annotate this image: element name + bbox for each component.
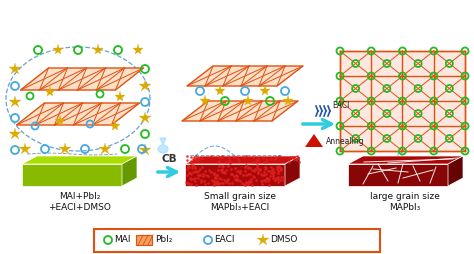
Polygon shape xyxy=(348,164,448,186)
Polygon shape xyxy=(182,101,298,121)
Polygon shape xyxy=(340,51,465,151)
Polygon shape xyxy=(17,103,139,125)
Text: Annealing: Annealing xyxy=(326,136,365,146)
Polygon shape xyxy=(185,164,285,186)
Text: PbI₂: PbI₂ xyxy=(155,235,173,245)
Polygon shape xyxy=(22,156,137,164)
Text: DMSO: DMSO xyxy=(270,235,297,245)
Polygon shape xyxy=(160,138,166,145)
FancyBboxPatch shape xyxy=(94,229,381,251)
Text: MAPbI₃+EACl: MAPbI₃+EACl xyxy=(210,203,270,212)
Polygon shape xyxy=(448,156,463,186)
Polygon shape xyxy=(158,145,168,153)
Polygon shape xyxy=(348,156,463,164)
Text: EACl: EACl xyxy=(332,102,349,110)
Text: MAI+PbI₂: MAI+PbI₂ xyxy=(59,192,100,201)
Text: large grain size: large grain size xyxy=(370,192,440,201)
Polygon shape xyxy=(305,134,323,147)
Polygon shape xyxy=(22,164,122,186)
Polygon shape xyxy=(122,156,137,186)
Polygon shape xyxy=(185,156,300,164)
Text: EACl: EACl xyxy=(214,235,235,245)
Text: Small grain size: Small grain size xyxy=(204,192,276,201)
Text: +EACl+DMSO: +EACl+DMSO xyxy=(48,203,111,212)
Text: MAI: MAI xyxy=(114,235,130,245)
Text: CB: CB xyxy=(161,154,177,164)
FancyBboxPatch shape xyxy=(136,235,152,245)
Polygon shape xyxy=(285,156,300,186)
Text: MAPbI₃: MAPbI₃ xyxy=(389,203,420,212)
Polygon shape xyxy=(20,68,144,90)
Polygon shape xyxy=(187,66,303,86)
